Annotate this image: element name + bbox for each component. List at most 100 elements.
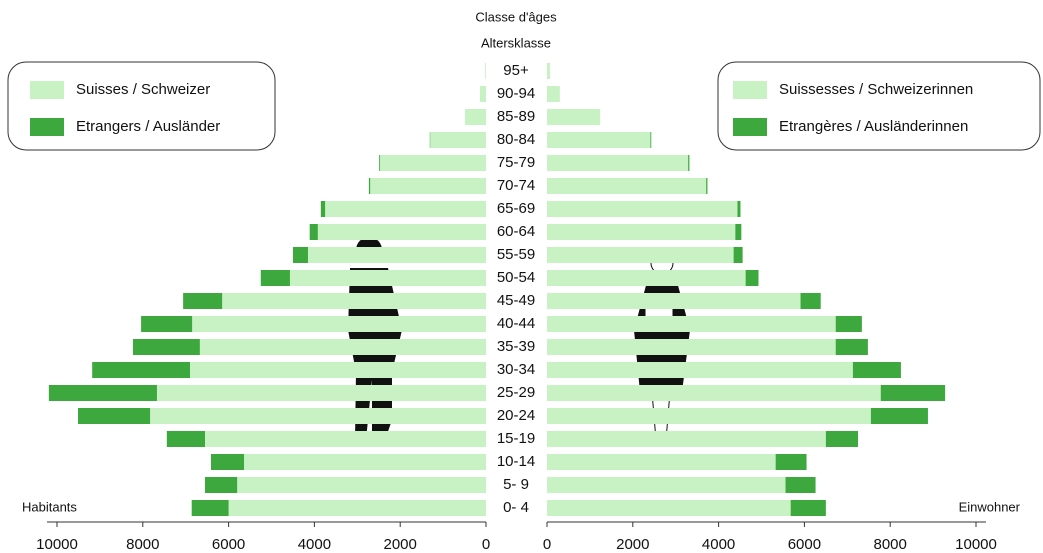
- bar: [211, 454, 245, 470]
- bar: [547, 477, 786, 493]
- bar: [547, 132, 651, 148]
- bar: [547, 431, 826, 447]
- bar: [870, 408, 928, 424]
- x-tick-label: 2000: [384, 536, 417, 553]
- bar: [547, 247, 734, 263]
- bar: [222, 293, 487, 309]
- header-line: Classe d'âges: [475, 9, 557, 24]
- bar: [430, 132, 486, 148]
- bar: [260, 270, 290, 286]
- x-tick-label: 0: [543, 536, 551, 553]
- x-tick-label: 2000: [616, 536, 649, 553]
- legend-swatch: [30, 81, 64, 99]
- bar: [547, 339, 836, 355]
- category-label: 70-74: [497, 177, 535, 194]
- x-tick-label: 8000: [126, 536, 159, 553]
- axis-label: Einwohner: [959, 499, 1021, 514]
- bar: [320, 201, 326, 217]
- bar: [547, 270, 746, 286]
- category-label: 15-19: [497, 430, 535, 447]
- header-line: Altersklasse: [481, 35, 551, 50]
- axis-label: Habitants: [22, 499, 77, 514]
- bar: [547, 500, 791, 516]
- bar: [852, 362, 901, 378]
- bar: [205, 431, 486, 447]
- x-tick-label: 0: [482, 536, 490, 553]
- bar: [156, 385, 486, 401]
- category-label: 95+: [503, 62, 529, 79]
- bar: [547, 201, 738, 217]
- category-label: 60-64: [497, 223, 535, 240]
- category-label: 55-59: [497, 246, 535, 263]
- bar: [464, 109, 486, 125]
- bar: [244, 454, 486, 470]
- bar: [790, 500, 826, 516]
- category-label: 50-54: [497, 269, 535, 286]
- bar: [688, 155, 690, 171]
- bar: [547, 178, 707, 194]
- x-tick-label: 4000: [702, 536, 735, 553]
- category-label: 30-34: [497, 361, 535, 378]
- bar: [737, 201, 741, 217]
- bar: [479, 86, 486, 102]
- bar: [547, 155, 689, 171]
- bar: [325, 201, 486, 217]
- category-label: 85-89: [497, 108, 535, 125]
- bar: [547, 224, 736, 240]
- legend-label: Suisses / Schweizer: [76, 81, 210, 98]
- bar: [733, 247, 743, 263]
- bar: [547, 454, 776, 470]
- category-label: 35-39: [497, 338, 535, 355]
- category-label: 40-44: [497, 315, 535, 332]
- bar: [191, 500, 229, 516]
- x-tick-label: 4000: [298, 536, 331, 553]
- bar: [800, 293, 821, 309]
- bar: [547, 109, 601, 125]
- bar: [205, 477, 238, 493]
- x-tick-label: 6000: [788, 536, 821, 553]
- category-label: 90-94: [497, 85, 535, 102]
- bar: [228, 500, 486, 516]
- bar: [150, 408, 486, 424]
- bar: [547, 316, 836, 332]
- category-label: 65-69: [497, 200, 535, 217]
- bar: [650, 132, 652, 148]
- x-tick-label: 10000: [36, 536, 78, 553]
- category-label: 25-29: [497, 384, 535, 401]
- bar: [307, 247, 486, 263]
- category-label: 45-49: [497, 292, 535, 309]
- category-label: 5- 9: [503, 476, 529, 493]
- bar: [370, 178, 486, 194]
- category-label: 20-24: [497, 407, 535, 424]
- bar: [48, 385, 157, 401]
- bar: [547, 385, 881, 401]
- bar: [775, 454, 807, 470]
- bar: [485, 63, 486, 79]
- bar: [735, 224, 742, 240]
- legend-swatch: [733, 118, 767, 136]
- bar: [192, 316, 486, 332]
- bar: [166, 431, 206, 447]
- bar: [379, 155, 381, 171]
- legend-label: Etrangers / Ausländer: [76, 118, 220, 135]
- bar: [547, 63, 551, 79]
- bar: [368, 178, 371, 194]
- legend-box: [7, 61, 276, 151]
- bar: [547, 86, 560, 102]
- category-label: 0- 4: [503, 499, 529, 516]
- bar: [183, 293, 223, 309]
- bar: [78, 408, 151, 424]
- bar: [706, 178, 708, 194]
- bar: [189, 362, 487, 378]
- bar: [835, 339, 868, 355]
- bar: [547, 293, 801, 309]
- legend-label: Etrangères / Ausländerinnen: [779, 118, 968, 135]
- bar: [317, 224, 486, 240]
- bar: [309, 224, 318, 240]
- bar: [132, 339, 200, 355]
- bar: [141, 316, 193, 332]
- category-label: 75-79: [497, 154, 535, 171]
- category-label: 10-14: [497, 453, 535, 470]
- bar: [380, 155, 486, 171]
